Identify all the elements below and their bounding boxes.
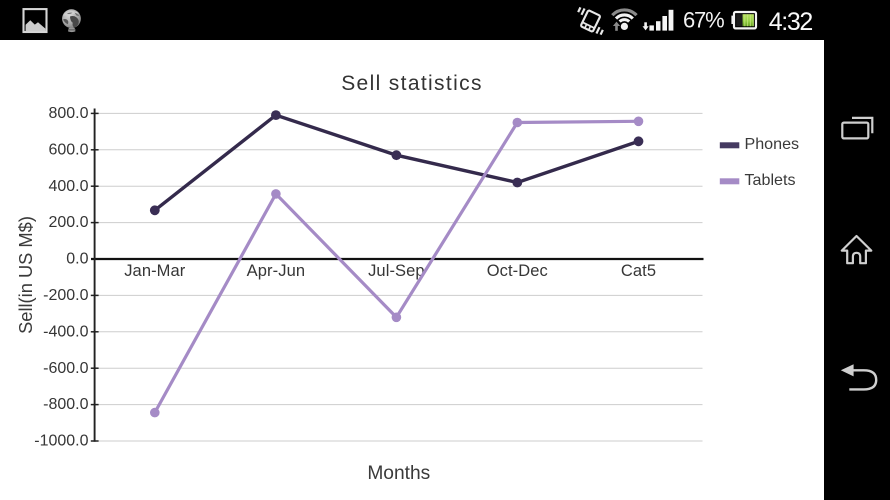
svg-text:Sell(in US M$): Sell(in US M$)	[15, 216, 36, 334]
svg-text:Tablets: Tablets	[745, 171, 796, 189]
svg-text:-600.0: -600.0	[43, 360, 88, 377]
svg-text:0.0: 0.0	[66, 251, 88, 268]
svg-text:Months: Months	[367, 463, 430, 484]
svg-text:Apr-Jun: Apr-Jun	[247, 262, 305, 280]
svg-text:-1000.0: -1000.0	[34, 433, 88, 450]
svg-text:-200.0: -200.0	[43, 287, 88, 304]
svg-text:-800.0: -800.0	[43, 396, 88, 413]
svg-text:Jul-Sep: Jul-Sep	[368, 262, 425, 280]
svg-text:Sell statistics: Sell statistics	[341, 72, 483, 95]
svg-text:-400.0: -400.0	[43, 323, 88, 340]
svg-text:Oct-Dec: Oct-Dec	[487, 262, 548, 280]
svg-text:4:32: 4:32	[769, 8, 813, 36]
svg-text:67%: 67%	[683, 8, 724, 33]
svg-text:Cat5: Cat5	[621, 262, 656, 280]
svg-text:800.0: 800.0	[48, 105, 88, 122]
svg-text:400.0: 400.0	[48, 178, 88, 195]
svg-text:Jan-Mar: Jan-Mar	[124, 262, 186, 280]
svg-text:Phones: Phones	[745, 135, 800, 153]
svg-text:600.0: 600.0	[48, 141, 88, 158]
svg-text:200.0: 200.0	[48, 214, 88, 231]
